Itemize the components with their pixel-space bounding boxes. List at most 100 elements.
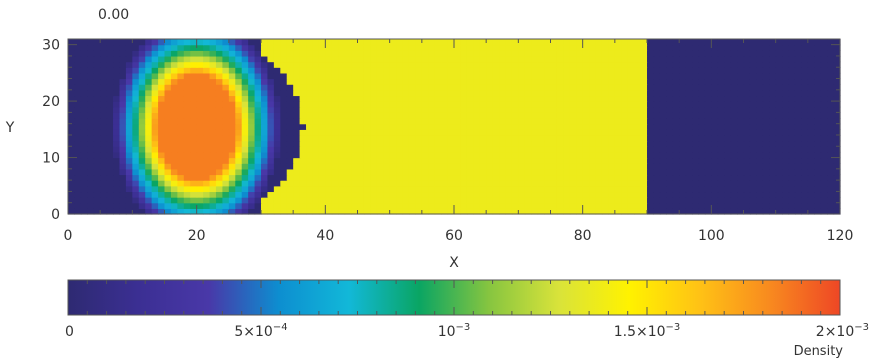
heat-cell [537,67,545,74]
heat-cell [692,202,700,209]
heat-cell [196,50,204,57]
heat-cell [486,129,494,136]
heat-cell [228,118,236,125]
heat-cell [138,163,146,170]
heat-cell [505,112,513,119]
heat-cell [659,89,667,97]
heat-cell [190,174,198,181]
heat-cell [569,140,577,147]
heat-cell [376,208,384,215]
heat-cell [621,95,629,102]
heat-cell [479,78,487,85]
heat-cell [730,157,738,164]
heat-cell [125,208,133,215]
heat-cell [312,202,320,209]
heat-cell [273,151,281,159]
heat-cell [280,185,288,193]
heat-cell [338,168,346,176]
heat-cell [486,202,494,209]
heat-cell [235,72,243,80]
heat-cell [576,140,584,147]
heat-cell [389,72,397,80]
heat-cell [203,134,211,142]
heat-cell [460,185,468,193]
heat-cell [659,208,667,215]
heat-cell [145,118,153,125]
heat-cell [248,191,256,198]
heat-cell [209,95,217,102]
heat-cell [415,67,423,74]
heat-cell [524,67,532,74]
heat-cell [177,106,185,113]
heat-cell [241,208,249,215]
heat-cell [724,84,732,91]
heat-cell [756,95,764,102]
heat-cell [499,84,507,91]
heat-cell [267,95,275,102]
heat-cell [145,191,153,198]
heat-cell [177,146,185,153]
heat-cell [132,208,140,215]
heat-cell [190,95,198,102]
heat-cell [737,118,745,125]
heat-cell [396,174,404,181]
heat-cell [524,129,532,136]
heat-cell [756,55,764,63]
heat-cell [556,146,564,153]
heat-cell [730,180,738,187]
heat-cell [711,67,719,74]
heat-cell [158,140,166,147]
heat-cell [499,174,507,181]
heat-cell [293,44,301,51]
heat-cell [544,44,552,51]
heat-cell [788,112,796,119]
heat-cell [724,112,732,119]
heat-cell [782,44,790,51]
heat-cell [460,55,468,63]
heat-cell [286,67,294,74]
heat-cell [447,197,455,204]
heat-cell [659,180,667,187]
heat-cell [820,61,828,68]
heat-cell [331,106,339,113]
heat-cell [473,180,481,187]
heat-cell [737,202,745,209]
heat-cell [267,197,275,204]
heat-cell [441,202,449,209]
heat-cell [203,208,211,215]
heat-cell [396,168,404,176]
heat-cell [737,50,745,57]
heat-cell [441,151,449,159]
heat-cell [537,129,545,136]
heat-cell [537,146,545,153]
heat-cell [576,39,584,46]
heat-cell [248,163,256,170]
heat-cell [807,112,815,119]
heat-cell [775,95,783,102]
heat-cell [331,163,339,170]
heat-cell [801,106,809,113]
heat-cell [215,50,223,57]
heat-cell [434,123,442,130]
heat-cell [614,61,622,68]
heat-cell [363,55,371,63]
heat-cell [209,208,217,215]
heat-cell [68,151,76,159]
heat-cell [807,140,815,147]
heat-cell [582,55,590,63]
heat-cell [692,134,700,142]
heat-cell [113,106,121,113]
heat-cell [261,72,269,80]
heat-cell [145,208,153,215]
heat-cell [801,67,809,74]
heat-cell [267,118,275,125]
heat-cell [299,44,307,51]
heat-cell [569,50,577,57]
heat-cell [820,197,828,204]
heat-cell [749,168,757,176]
heat-cell [814,67,822,74]
heat-cell [428,134,436,142]
heat-cell [318,39,326,46]
heat-cell [647,67,655,74]
heat-cell [614,72,622,80]
